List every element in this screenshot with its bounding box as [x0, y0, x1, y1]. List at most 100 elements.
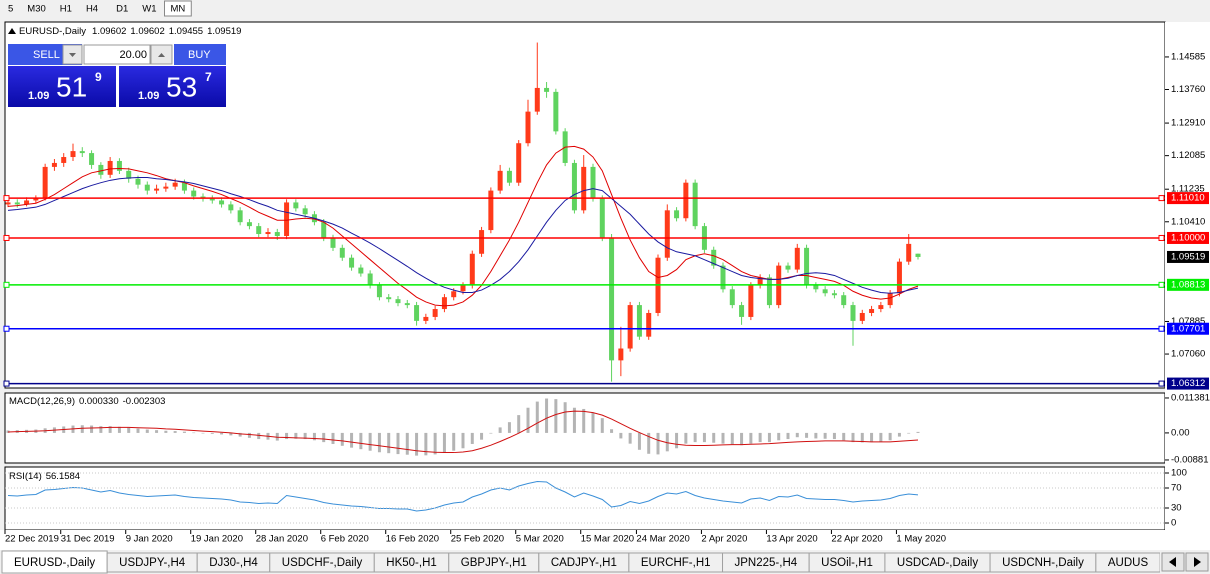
candle-body — [822, 289, 828, 294]
candle-body — [674, 210, 680, 219]
candle-body — [441, 297, 447, 310]
histogram-bar — [340, 432, 344, 446]
ask-big: 1.09 — [138, 90, 159, 102]
histogram-bar — [517, 415, 521, 433]
bid-box[interactable] — [8, 66, 116, 107]
histogram-bar — [480, 432, 484, 440]
histogram-bar — [359, 432, 363, 450]
y-tick-label: 30 — [1171, 503, 1182, 514]
candle-body — [469, 253, 475, 286]
candle-body — [172, 182, 178, 187]
candle-body — [906, 243, 912, 262]
ask-box[interactable] — [119, 66, 226, 107]
candle-body — [488, 190, 494, 231]
candle-body — [785, 265, 791, 270]
candle-body — [274, 232, 280, 236]
symbol-tab-label: USDJPY-,H4 — [119, 557, 186, 569]
y-tick-label: -0.00881 — [1171, 454, 1209, 465]
volume-field[interactable] — [83, 44, 151, 65]
histogram-bar — [257, 432, 261, 440]
histogram-bar — [870, 432, 874, 443]
candle-body — [321, 222, 327, 238]
open-value: 1.09602 — [92, 26, 126, 37]
histogram-bar — [90, 425, 94, 433]
timeframe-label: W1 — [142, 4, 156, 15]
candle-body — [386, 297, 392, 300]
y-tick-label: 100 — [1171, 468, 1187, 479]
histogram-bar — [675, 432, 679, 449]
price-axis — [1165, 22, 1210, 530]
candle-body — [878, 305, 884, 310]
level-label: 1.07701 — [1171, 323, 1205, 334]
candle-body — [14, 202, 20, 205]
level-label: 1.10000 — [1171, 232, 1205, 243]
histogram-bar — [767, 432, 771, 443]
ask-main: 53 — [166, 71, 197, 102]
timeframe-button[interactable] — [2, 1, 20, 16]
candle-body — [293, 202, 299, 209]
candle-body — [432, 309, 438, 317]
candle-body — [358, 267, 364, 274]
signal-line — [7, 410, 919, 454]
bid-main: 51 — [56, 71, 87, 102]
histogram-bar — [108, 426, 112, 433]
level-handle — [3, 380, 10, 387]
candle-body — [284, 202, 290, 236]
histogram-bar — [303, 432, 307, 440]
histogram-bar — [322, 432, 326, 443]
x-tick-label: 22 Apr 2020 — [831, 534, 882, 545]
candle-body — [516, 143, 522, 183]
up-arrow — [158, 53, 165, 57]
histogram-bar — [610, 429, 614, 433]
timeframe-button[interactable] — [53, 1, 78, 16]
candle-body — [107, 160, 113, 175]
moving-average — [7, 177, 919, 294]
candle-body — [70, 151, 76, 158]
symbol-tab-label: CADJPY-,H1 — [551, 557, 617, 569]
timeframe-label: D1 — [116, 4, 128, 15]
right-arrow — [1194, 557, 1201, 567]
histogram-bar — [795, 432, 799, 438]
histogram-bar — [99, 426, 103, 433]
candle-body — [144, 184, 150, 191]
histogram-bar — [647, 432, 651, 454]
close-value: 1.09519 — [207, 26, 241, 37]
candle-body — [590, 166, 596, 199]
histogram-bar — [192, 432, 196, 434]
timeframe-label: H4 — [86, 4, 98, 15]
chart-header: EURUSD-,Daily 1.09602 1.09602 1.09455 1.0951… — [19, 26, 241, 37]
histogram-bar — [285, 432, 289, 440]
histogram-bar — [665, 432, 669, 452]
histogram-bar — [498, 427, 502, 433]
timeframe-button[interactable] — [164, 0, 192, 17]
histogram-bar — [563, 402, 567, 433]
histogram-bar — [823, 432, 827, 439]
candle-body — [869, 309, 875, 313]
candle-body — [850, 305, 856, 321]
symbol-tab[interactable] — [1095, 552, 1160, 573]
timeframe-button[interactable] — [110, 1, 135, 16]
x-tick-label: 28 Jan 2020 — [256, 534, 308, 545]
macd-title: MACD(12,26,9) — [9, 396, 75, 407]
histogram-bar — [452, 432, 456, 451]
collapse-icon[interactable] — [8, 28, 16, 34]
histogram-bar — [526, 407, 530, 433]
candle-body — [571, 162, 577, 211]
y-tick-label: 1.13760 — [1171, 84, 1205, 95]
histogram-bar — [916, 431, 920, 433]
candle-body — [24, 200, 30, 205]
rsi-panel — [4, 466, 1166, 531]
timeframe-button[interactable] — [79, 1, 105, 16]
candle-body — [748, 285, 754, 317]
y-tick-label: 1.12910 — [1171, 118, 1205, 129]
level-label: 1.06312 — [1171, 378, 1205, 389]
timeframe-button[interactable] — [136, 1, 163, 16]
level-handle — [1158, 380, 1165, 387]
buy-button[interactable] — [174, 44, 226, 65]
timeframe-button[interactable] — [21, 1, 52, 16]
histogram-bar — [740, 432, 744, 446]
level-tag — [1167, 278, 1209, 291]
candle-body — [683, 182, 689, 219]
candle-body — [228, 204, 234, 211]
x-tick-label: 24 Mar 2020 — [636, 534, 689, 545]
